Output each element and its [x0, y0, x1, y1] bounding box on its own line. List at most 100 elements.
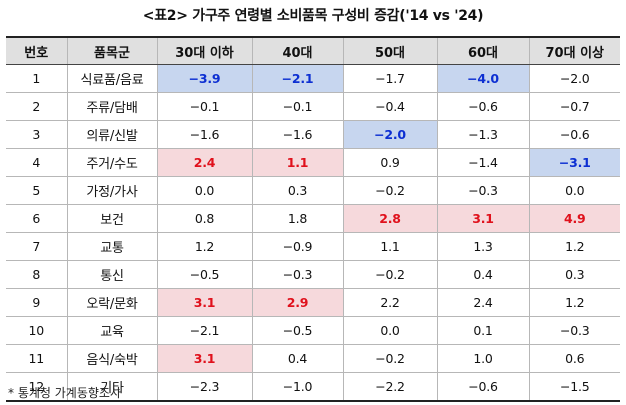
value-cell: 1.1: [251, 148, 344, 177]
value-cell: 2.4: [436, 288, 530, 317]
consumption-change-table: 번호 품목군 30대 이하 40대 50대 60대 70대 이상 1 식료품/음료…: [6, 36, 620, 402]
row-number: 12: [6, 372, 68, 402]
value-cell: 1.2: [528, 232, 620, 261]
value-cell: −0.5: [251, 316, 344, 345]
value-cell: −0.9: [251, 232, 344, 261]
value-cell: −2.3: [156, 372, 253, 402]
value-cell: −3.9: [156, 64, 253, 93]
value-cell: −1.6: [156, 120, 253, 149]
value-cell: −1.0: [251, 372, 344, 402]
value-cell: 2.2: [342, 288, 438, 317]
value-cell: −0.3: [251, 260, 344, 289]
item-category: 보건: [66, 204, 158, 233]
table-row: 2 주류/담배 −0.1 −0.1 −0.4 −0.6 −0.7: [6, 92, 620, 121]
item-category: 의류/신발: [66, 120, 158, 149]
value-cell: 0.0: [156, 176, 253, 205]
value-cell: 1.3: [436, 232, 530, 261]
value-cell: −2.2: [342, 372, 438, 402]
value-cell: 1.1: [342, 232, 438, 261]
value-cell: −0.3: [436, 176, 530, 205]
value-cell: 0.4: [436, 260, 530, 289]
table-body: 1 식료품/음료 −3.9 −2.1 −1.7 −4.0 −2.0 2 주류/담배 −0.1 −0.…: [6, 64, 620, 402]
value-cell: −0.1: [251, 92, 344, 121]
value-cell: 0.0: [342, 316, 438, 345]
value-cell: −0.6: [436, 372, 530, 402]
row-number: 9: [6, 288, 68, 317]
col-header-60s: 60대: [436, 36, 530, 65]
table-row: 7 교통 1.2 −0.9 1.1 1.3 1.2: [6, 232, 620, 261]
value-cell: 2.4: [156, 148, 253, 177]
row-number: 7: [6, 232, 68, 261]
value-cell: 0.3: [528, 260, 620, 289]
col-header-30s-under: 30대 이하: [156, 36, 253, 65]
col-header-40s: 40대: [251, 36, 344, 65]
table-row: 6 보건 0.8 1.8 2.8 3.1 4.9: [6, 204, 620, 233]
value-cell: −0.2: [342, 176, 438, 205]
item-category: 가정/가사: [66, 176, 158, 205]
source-note: * 통계청 가계동향조사: [8, 386, 121, 400]
value-cell: −2.1: [251, 64, 344, 93]
value-cell: −0.2: [342, 260, 438, 289]
value-cell: 4.9: [528, 204, 620, 233]
value-cell: 0.9: [342, 148, 438, 177]
row-number: 1: [6, 64, 68, 93]
value-cell: 1.8: [251, 204, 344, 233]
value-cell: −1.4: [436, 148, 530, 177]
row-number: 11: [6, 344, 68, 373]
header-row: 번호 품목군 30대 이하 40대 50대 60대 70대 이상: [6, 36, 620, 65]
value-cell: −0.5: [156, 260, 253, 289]
value-cell: 0.1: [436, 316, 530, 345]
value-cell: 3.1: [156, 344, 253, 373]
table-row: 12 기타 −2.3 −1.0 −2.2 −0.6 −1.5: [6, 372, 620, 402]
value-cell: 0.3: [251, 176, 344, 205]
value-cell: 0.0: [528, 176, 620, 205]
value-cell: −0.6: [528, 120, 620, 149]
item-category: 통신: [66, 260, 158, 289]
item-category: 음식/숙박: [66, 344, 158, 373]
table-row: 9 오락/문화 3.1 2.9 2.2 2.4 1.2: [6, 288, 620, 317]
value-cell: 1.0: [436, 344, 530, 373]
table-row: 3 의류/신발 −1.6 −1.6 −2.0 −1.3 −0.6: [6, 120, 620, 149]
value-cell: 2.8: [342, 204, 438, 233]
value-cell: 0.4: [251, 344, 344, 373]
value-cell: 3.1: [156, 288, 253, 317]
row-number: 3: [6, 120, 68, 149]
value-cell: 0.6: [528, 344, 620, 373]
value-cell: 2.9: [251, 288, 344, 317]
row-number: 4: [6, 148, 68, 177]
value-cell: 0.8: [156, 204, 253, 233]
value-cell: 3.1: [436, 204, 530, 233]
col-header-50s: 50대: [342, 36, 438, 65]
value-cell: −0.1: [156, 92, 253, 121]
value-cell: −0.7: [528, 92, 620, 121]
value-cell: −0.2: [342, 344, 438, 373]
item-category: 주거/수도: [66, 148, 158, 177]
col-header-item: 품목군: [66, 36, 158, 65]
table-row: 8 통신 −0.5 −0.3 −0.2 0.4 0.3: [6, 260, 620, 289]
table-row: 5 가정/가사 0.0 0.3 −0.2 −0.3 0.0: [6, 176, 620, 205]
value-cell: −2.1: [156, 316, 253, 345]
row-number: 10: [6, 316, 68, 345]
table-row: 1 식료품/음료 −3.9 −2.1 −1.7 −4.0 −2.0: [6, 64, 620, 93]
item-category: 오락/문화: [66, 288, 158, 317]
value-cell: −2.0: [528, 64, 620, 93]
item-category: 주류/담배: [66, 92, 158, 121]
col-header-70s-over: 70대 이상: [528, 36, 620, 65]
row-number: 5: [6, 176, 68, 205]
table-title: <표2> 가구주 연령별 소비품목 구성비 증감('14 vs '24): [142, 8, 484, 24]
row-number: 2: [6, 92, 68, 121]
row-number: 8: [6, 260, 68, 289]
value-cell: −1.6: [251, 120, 344, 149]
item-category: 기타: [66, 372, 158, 402]
value-cell: 1.2: [528, 288, 620, 317]
item-category: 교통: [66, 232, 158, 261]
value-cell: 1.2: [156, 232, 253, 261]
row-number: 6: [6, 204, 68, 233]
value-cell: −1.7: [342, 64, 438, 93]
value-cell: −0.6: [436, 92, 530, 121]
col-header-number: 번호: [6, 36, 68, 65]
table-row: 4 주거/수도 2.4 1.1 0.9 −1.4 −3.1: [6, 148, 620, 177]
table-row: 11 음식/숙박 3.1 0.4 −0.2 1.0 0.6: [6, 344, 620, 373]
value-cell: −2.0: [342, 120, 438, 149]
table-row: 10 교육 −2.1 −0.5 0.0 0.1 −0.3: [6, 316, 620, 345]
